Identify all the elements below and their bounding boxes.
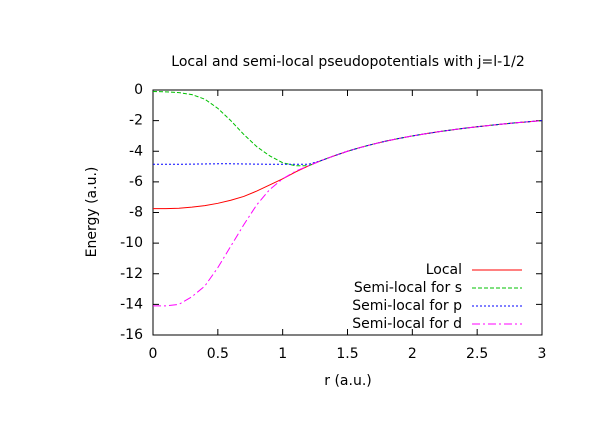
y-tick-label: -16: [120, 327, 143, 343]
legend-label: Semi-local for d: [352, 316, 462, 332]
x-tick-label: 1.5: [336, 346, 358, 362]
series-line: [153, 120, 543, 307]
series-line: [152, 91, 543, 167]
y-tick-label: -4: [129, 143, 143, 159]
series-line: [153, 120, 543, 210]
x-tick-label: 0.5: [207, 346, 229, 362]
y-tick-label: -6: [129, 174, 143, 190]
x-tick-label: 3: [538, 346, 547, 362]
chart-title: Local and semi-local pseudopotentials wi…: [171, 54, 524, 70]
y-tick-label: -14: [120, 296, 143, 312]
y-tick-label: -12: [120, 266, 143, 282]
x-tick-label: 1: [278, 346, 287, 362]
y-tick-label: -8: [129, 205, 143, 221]
y-tick-label: -2: [129, 113, 143, 129]
plot-frame: [152, 89, 543, 336]
y-axis-label: Energy (a.u.): [84, 167, 100, 258]
series-line: [153, 120, 543, 165]
x-tick-label: 0: [149, 346, 158, 362]
x-tick-label: 2.5: [466, 346, 488, 362]
legend-label: Local: [426, 262, 462, 278]
legend-label: Semi-local for p: [352, 298, 462, 314]
y-tick-label: -10: [120, 235, 143, 251]
legend-label: Semi-local for s: [354, 280, 462, 296]
x-axis-label: r (a.u.): [324, 373, 371, 389]
y-tick-label: 0: [134, 82, 143, 98]
x-tick-label: 2: [408, 346, 417, 362]
